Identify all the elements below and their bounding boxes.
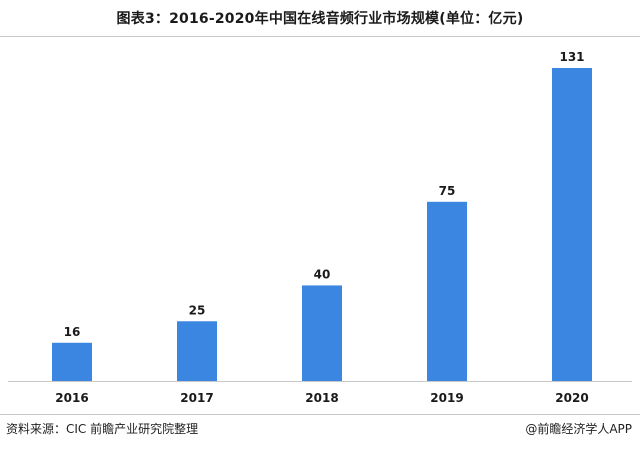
bar-chart: 16 2016 25 2017 40 2018 75 2019 131 2020: [8, 50, 632, 405]
credit-note: @前瞻经济学人APP: [525, 422, 632, 436]
bar-2017: [177, 321, 217, 381]
chart-title: 图表3：2016-2020年中国在线音频行业市场规模(单位：亿元): [116, 11, 524, 27]
data-label: 75: [439, 184, 456, 198]
bar-2019: [427, 201, 467, 381]
footer-divider: [0, 414, 640, 415]
title-divider: [0, 36, 640, 37]
data-label: 131: [559, 50, 584, 64]
x-tick-label: 2017: [180, 391, 213, 405]
data-label: 40: [314, 267, 331, 281]
x-tick-label: 2020: [555, 391, 588, 405]
x-tick-label: 2018: [305, 391, 338, 405]
x-tick-label: 2016: [55, 391, 88, 405]
source-note: 资料来源：CIC 前瞻产业研究院整理: [6, 422, 199, 436]
bar-2018: [302, 285, 342, 381]
bar-2016: [52, 342, 92, 381]
x-tick-label: 2019: [430, 391, 463, 405]
bar-2020: [552, 68, 592, 381]
data-label: 16: [64, 325, 81, 339]
data-label: 25: [189, 303, 206, 317]
